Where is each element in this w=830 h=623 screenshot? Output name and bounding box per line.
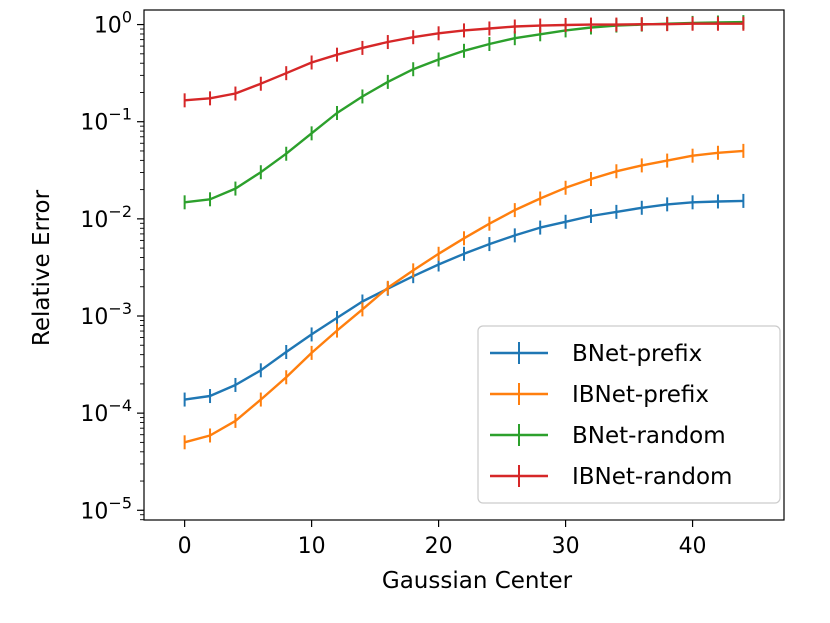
y-tick-label: 10−3 [80,299,132,330]
y-tick-exponent: −3 [108,299,132,318]
legend-item-ibnet-random: IBNet-random [490,464,732,490]
plot-frame [143,9,785,521]
y-tick-exponent: −5 [108,493,132,512]
y-axis-label: Relative Error [29,189,55,346]
y-tick-label: 10−4 [80,396,132,427]
legend: BNet-prefix IBNet-prefix BNet-random IBNet-… [477,325,781,504]
legend-label: IBNet-random [572,464,732,490]
x-axis: 0 10 20 30 40 [178,520,707,559]
series-ibnet-prefix [183,143,745,450]
x-tick-label: 10 [298,534,326,559]
legend-label: BNet-random [572,423,726,449]
y-tick-exponent: −1 [108,105,132,124]
legend-item-ibnet-prefix: IBNet-prefix [490,382,709,408]
series-layer [183,15,745,450]
y-tick-label: 10−5 [80,493,132,524]
x-axis-label: Gaussian Center [382,568,573,594]
y-tick-base: 10 [80,111,108,136]
y-tick-exponent: 0 [122,8,132,27]
y-tick-exponent: −2 [108,202,132,221]
y-tick-base: 10 [80,402,108,427]
y-tick-label: 10−1 [80,105,132,136]
legend-label: BNet-prefix [572,341,702,367]
y-tick-base: 10 [80,305,108,330]
y-tick-base: 10 [80,208,108,233]
x-tick-label: 40 [679,534,707,559]
y-tick-label: 100 [94,8,132,39]
y-tick-base: 10 [94,14,122,39]
x-tick-label: 0 [178,534,192,559]
legend-item-bnet-random: BNet-random [490,423,726,449]
legend-box [477,325,781,504]
y-tick-base: 10 [80,499,108,524]
legend-item-bnet-prefix: BNet-prefix [490,341,702,367]
x-tick-label: 20 [425,534,453,559]
y-tick-exponent: −4 [108,396,132,415]
y-tick-label: 10−2 [80,202,132,233]
series-ibnet-random [183,16,745,108]
x-tick-label: 30 [552,534,580,559]
series-bnet-random [183,15,745,210]
legend-label: IBNet-prefix [572,382,709,408]
plot-area [143,9,785,521]
